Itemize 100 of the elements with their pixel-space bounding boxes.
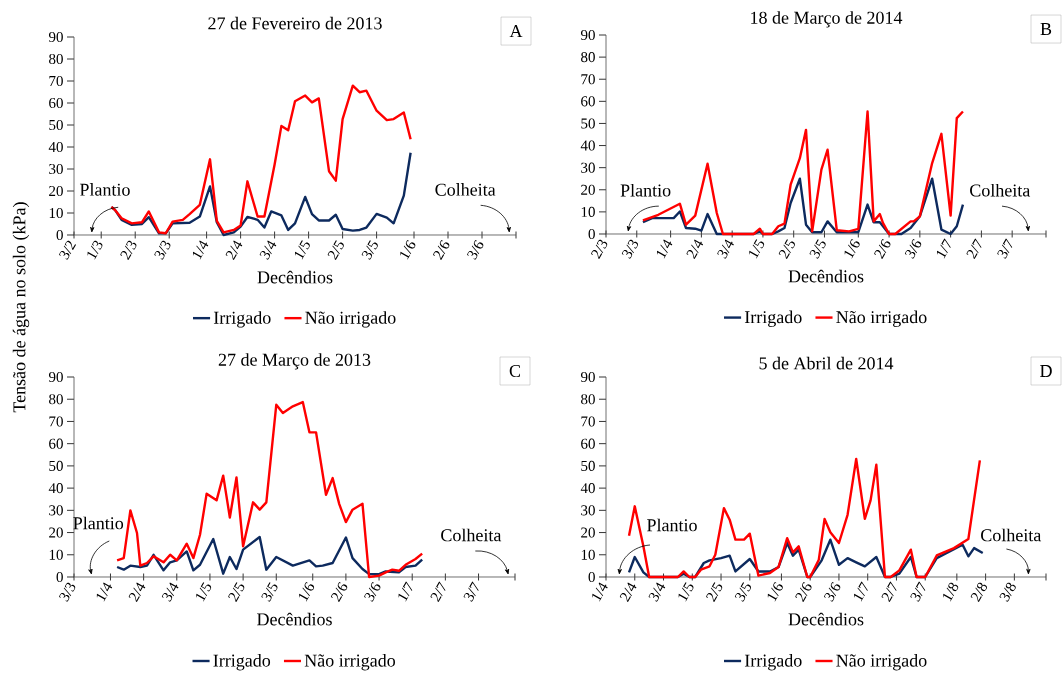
x-tick-label: 1/7 bbox=[937, 238, 951, 259]
chart-title: 18 de Março de 2014 bbox=[751, 11, 903, 28]
x-tick-label: 1/6 bbox=[844, 239, 860, 259]
y-tick-label: 0 bbox=[56, 229, 63, 241]
x-tick-label: 1/5 bbox=[196, 582, 212, 602]
x-tick-label: 3/3 bbox=[59, 582, 76, 602]
y-tick-label: 90 bbox=[580, 371, 595, 383]
x-tick-label: 3/4 bbox=[161, 582, 179, 602]
y-tick-label: 10 bbox=[49, 207, 63, 219]
x-tick-label: 2/3 bbox=[120, 240, 137, 261]
x-tick-label: 3/4 bbox=[259, 240, 277, 260]
x-tick-label: 1/6 bbox=[767, 582, 783, 602]
annotation: Plantio bbox=[647, 518, 697, 532]
y-tick-label: 80 bbox=[581, 394, 595, 405]
annotation: Plantio bbox=[73, 516, 124, 530]
x-tick-label: 3/6 bbox=[467, 240, 484, 260]
y-tick-label: 20 bbox=[49, 527, 63, 538]
y-tick-label: 10 bbox=[49, 549, 63, 560]
y-tick-label: 20 bbox=[49, 185, 63, 197]
legend-label: Irrigado bbox=[213, 311, 271, 328]
x-tick-label: 1/6 bbox=[400, 240, 416, 260]
x-tick-label: 3/6 bbox=[904, 239, 922, 259]
x-axis-title: Decêndios bbox=[788, 269, 864, 283]
x-tick-label: 3/5 bbox=[361, 240, 378, 260]
x-tick-label: 3/2 bbox=[59, 240, 77, 260]
x-tick-label: 3/5 bbox=[809, 239, 826, 259]
x-tick-label: 1/6 bbox=[299, 582, 315, 602]
x-tick-label: 3/6 bbox=[364, 582, 381, 602]
x-tick-label: 3/3 bbox=[621, 239, 639, 259]
legend-label: Não irrigado bbox=[305, 311, 396, 328]
annotation: C bbox=[509, 364, 521, 378]
legend-label: Não irrigado bbox=[836, 653, 927, 671]
x-tick-label: 2/5 bbox=[706, 582, 723, 603]
y-tick-label: 40 bbox=[580, 483, 595, 494]
x-tick-label: 3/5 bbox=[734, 582, 752, 602]
y-tick-label: 50 bbox=[581, 460, 595, 471]
y-tick-label: 30 bbox=[49, 163, 63, 175]
x-tick-label: 1/7 bbox=[398, 581, 413, 602]
x-tick-label: 2/6 bbox=[433, 240, 450, 261]
x-axis-title: Decêndios bbox=[257, 612, 332, 626]
y-tick-label: 90 bbox=[580, 29, 595, 41]
y-tick-label: 70 bbox=[49, 416, 63, 427]
y-tick-label: 60 bbox=[49, 438, 63, 449]
y-tick-label: 50 bbox=[49, 460, 63, 471]
x-tick-label: 2/5 bbox=[778, 239, 795, 260]
y-tick-label: 30 bbox=[581, 162, 595, 173]
x-tick-label: 2/3 bbox=[591, 239, 608, 260]
x-axis-title: Decêndios bbox=[257, 270, 333, 284]
x-tick-label: 2/4 bbox=[225, 240, 243, 261]
y-tick-label: 30 bbox=[49, 505, 63, 516]
y-tick-label: 90 bbox=[48, 31, 63, 43]
legend-label: Irrigado bbox=[744, 310, 802, 327]
x-tick-label: 2/4 bbox=[686, 239, 704, 260]
y-tick-label: 90 bbox=[48, 371, 63, 383]
line-series bbox=[627, 457, 982, 579]
y-tick-label: 0 bbox=[588, 571, 595, 583]
x-tick-label: 2/4 bbox=[619, 582, 637, 603]
legend-label: Não irrigado bbox=[304, 653, 396, 671]
x-tick-label: 1/3 bbox=[87, 240, 103, 260]
y-tick-label: 10 bbox=[581, 549, 595, 560]
x-tick-label: 1/4 bbox=[592, 582, 608, 602]
x-tick-label: 2/7 bbox=[881, 581, 897, 603]
y-tick-label: 20 bbox=[581, 527, 595, 538]
x-tick-label: 3/4 bbox=[717, 239, 734, 259]
x-tick-label: 2/4 bbox=[128, 582, 146, 603]
x-tick-label: 3/7 bbox=[463, 581, 479, 602]
y-tick-label: 60 bbox=[581, 438, 595, 449]
line-series bbox=[115, 535, 424, 576]
legend-label: Não irrigado bbox=[836, 310, 927, 327]
y-tick-label: 80 bbox=[49, 394, 63, 405]
y-axis-title: Tensão de água no solo (kPa) bbox=[12, 202, 30, 413]
y-tick-label: 70 bbox=[581, 416, 595, 427]
x-tick-label: 2/6 bbox=[874, 239, 891, 260]
y-tick-label: 20 bbox=[581, 184, 595, 195]
annotation: Colheita bbox=[981, 528, 1042, 542]
legend-label: Irrigado bbox=[744, 653, 802, 671]
x-tick-label: 3/7 bbox=[997, 238, 1013, 259]
x-tick-label: 3/8 bbox=[999, 582, 1016, 602]
text: D bbox=[1040, 365, 1052, 377]
y-tick-label: 60 bbox=[49, 97, 63, 109]
chart-title: 27 de Março de 2013 bbox=[218, 353, 371, 370]
x-tick-label: 2/5 bbox=[327, 240, 344, 261]
chart-title: 27 de Fevereiro de 2013 bbox=[208, 16, 382, 30]
x-tick-label: 1/4 bbox=[193, 240, 209, 260]
legend-label: Irrigado bbox=[213, 653, 271, 671]
x-tick-label: 3/5 bbox=[261, 582, 278, 602]
x-tick-label: 2/7 bbox=[966, 238, 982, 260]
x-tick-label: 1/8 bbox=[943, 582, 959, 602]
x-tick-label: 1/5 bbox=[678, 582, 694, 602]
y-tick-label: 70 bbox=[581, 74, 595, 85]
x-tick-label: 3/7 bbox=[910, 581, 926, 602]
annotation: Colheita bbox=[441, 528, 502, 542]
annotation: Colheita bbox=[970, 183, 1031, 197]
y-tick-label: 30 bbox=[581, 505, 595, 516]
x-tick-label: 3/6 bbox=[824, 582, 841, 602]
x-tick-label: 3/3 bbox=[154, 240, 171, 260]
x-tick-label: 3/4 bbox=[648, 582, 666, 602]
y-tick-label: 40 bbox=[48, 141, 63, 153]
annotation: Plantio bbox=[79, 183, 130, 196]
y-tick-label: 40 bbox=[580, 140, 595, 151]
